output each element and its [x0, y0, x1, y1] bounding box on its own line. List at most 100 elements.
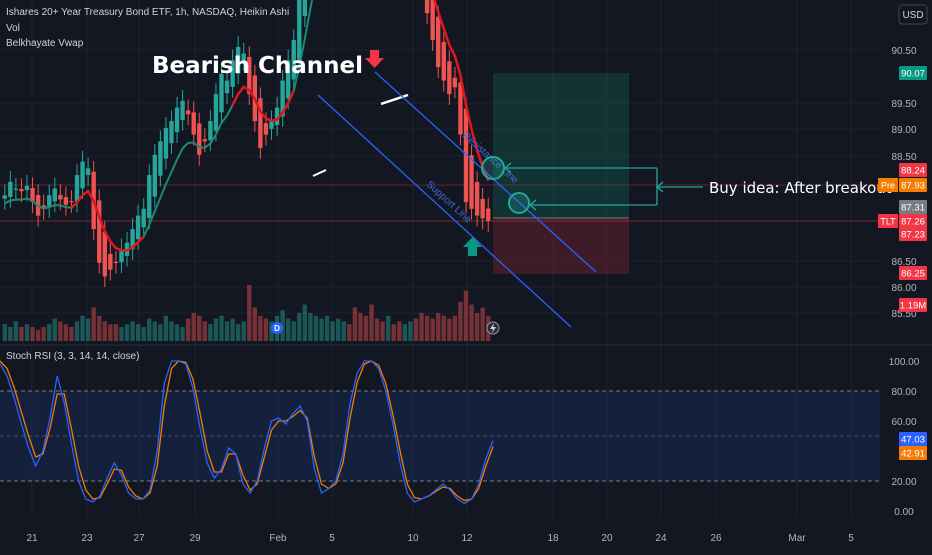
- time-tick-label: 12: [461, 533, 473, 544]
- volume-bar: [52, 318, 57, 341]
- candle-body: [197, 123, 202, 155]
- arrowhead-icon: [503, 162, 512, 174]
- breakout-circle-1[interactable]: [481, 156, 505, 180]
- volume-bar: [69, 327, 74, 341]
- stoch-tag: [899, 432, 927, 446]
- stoch-tag: [899, 446, 927, 460]
- candle-body: [447, 61, 452, 95]
- currency-button-label: USD: [902, 10, 923, 21]
- volume-bar: [74, 321, 80, 341]
- volume-bar: [8, 327, 13, 341]
- dividend-event-letter: D: [274, 324, 280, 333]
- candle-body: [147, 175, 152, 219]
- volume-bar: [35, 329, 41, 341]
- volume-bar: [424, 315, 430, 341]
- price-axis[interactable]: 90.50 89.50 89.00 88.50 86.50 86.00 85.50: [891, 46, 916, 320]
- volume-bar: [185, 318, 191, 341]
- vwap-line-white-segment: [380, 93, 409, 106]
- volume-bar: [263, 318, 269, 341]
- volume-bar: [341, 321, 346, 341]
- dividend-event-icon[interactable]: [271, 322, 283, 334]
- volume-bar: [141, 327, 146, 341]
- time-axis[interactable]: 21 23 27 29 Feb 5 10 12 18 20 24 26 Mar 5: [26, 533, 854, 544]
- long-position-loss-zone[interactable]: [493, 218, 629, 274]
- volume-bar: [452, 315, 458, 341]
- stoch-tick-label: 80.00: [891, 387, 916, 398]
- candle-body: [180, 100, 185, 120]
- price-tick-label: 89.50: [891, 99, 916, 110]
- time-tick-label: 18: [547, 533, 559, 544]
- arrow-down-icon: [365, 50, 384, 68]
- volume-bar: [163, 315, 169, 341]
- candle-body: [63, 197, 69, 205]
- volume-bar: [30, 327, 35, 341]
- candle-body: [436, 16, 441, 68]
- candle-body: [202, 139, 208, 142]
- price-tag-prefix: [878, 214, 898, 228]
- candle-body: [297, 0, 302, 60]
- volume-bar: [97, 315, 102, 341]
- stoch-tick-label: 60.00: [891, 417, 916, 428]
- support-channel-line[interactable]: [317, 94, 572, 328]
- volume-legend[interactable]: Vol: [6, 23, 20, 34]
- candle-body: [163, 127, 169, 159]
- candle-body: [30, 188, 35, 203]
- candle-body: [463, 108, 469, 203]
- stoch-tick-label: 0.00: [894, 507, 914, 518]
- currency-button[interactable]: [898, 4, 928, 25]
- volume-bar: [374, 318, 380, 341]
- candle-body: [191, 112, 196, 135]
- price-tag-prefix-label: Pre: [881, 181, 895, 191]
- resistance-channel-line[interactable]: [374, 71, 597, 273]
- candle-body: [47, 195, 52, 208]
- volume-bar: [347, 324, 352, 341]
- candle-body: [230, 60, 235, 87]
- volume-bar: [169, 321, 174, 341]
- volume-bar: [269, 321, 274, 341]
- stoch-axis[interactable]: 100.00 80.00 60.00 20.00 0.00: [889, 357, 920, 518]
- volume-bar: [436, 313, 441, 341]
- candle-body: [174, 107, 180, 133]
- candle-body: [130, 229, 135, 250]
- volume-bar: [158, 324, 163, 341]
- candle-body: [280, 80, 285, 117]
- volume-bar: [358, 313, 363, 341]
- breakout-circle-2[interactable]: [508, 192, 530, 214]
- volume-bar: [480, 307, 485, 341]
- candle-body: [269, 121, 274, 129]
- price-axis-tags: 90.07 88.24 Pre 87.93 87.31 TLT 87.26 87.23 86.2…: [878, 66, 927, 312]
- volume-bar: [63, 324, 69, 341]
- stoch-tick-label: 100.00: [889, 357, 920, 368]
- candle-body: [52, 188, 57, 202]
- price-tag: [899, 298, 927, 312]
- volume-bar: [391, 324, 396, 341]
- volume-bar: [230, 318, 235, 341]
- symbol-legend[interactable]: Ishares 20+ Year Treasury Bond ETF, 1h, …: [6, 7, 289, 18]
- candle-body: [74, 175, 80, 202]
- volume-bar: [24, 324, 30, 341]
- volume-bar: [386, 315, 391, 341]
- volume-bar: [108, 324, 113, 341]
- volume-bar: [369, 304, 374, 341]
- price-tag: [899, 200, 927, 214]
- candle-body: [263, 123, 269, 135]
- volume-bar: [19, 327, 24, 341]
- volume-bars: [2, 285, 491, 341]
- volume-bar: [363, 315, 369, 341]
- stoch-k-line: [0, 360, 494, 505]
- stoch-legend[interactable]: Stoch RSI (3, 3, 14, 14, close): [6, 351, 139, 362]
- price-tag: [899, 227, 927, 241]
- time-tick-label: 27: [133, 533, 145, 544]
- volume-bar: [219, 315, 224, 341]
- candle-body: [58, 194, 63, 200]
- candle-body: [152, 154, 157, 197]
- volume-bar: [197, 315, 202, 341]
- price-tag: [899, 214, 927, 228]
- volume-bar: [319, 318, 324, 341]
- volume-bar: [291, 321, 296, 341]
- vwap-line-red: [70, 0, 490, 252]
- volume-bar: [469, 304, 474, 341]
- vwap-legend[interactable]: Belkhayate Vwap: [6, 38, 84, 49]
- bearish-channel-title: Bearish Channel: [152, 53, 363, 79]
